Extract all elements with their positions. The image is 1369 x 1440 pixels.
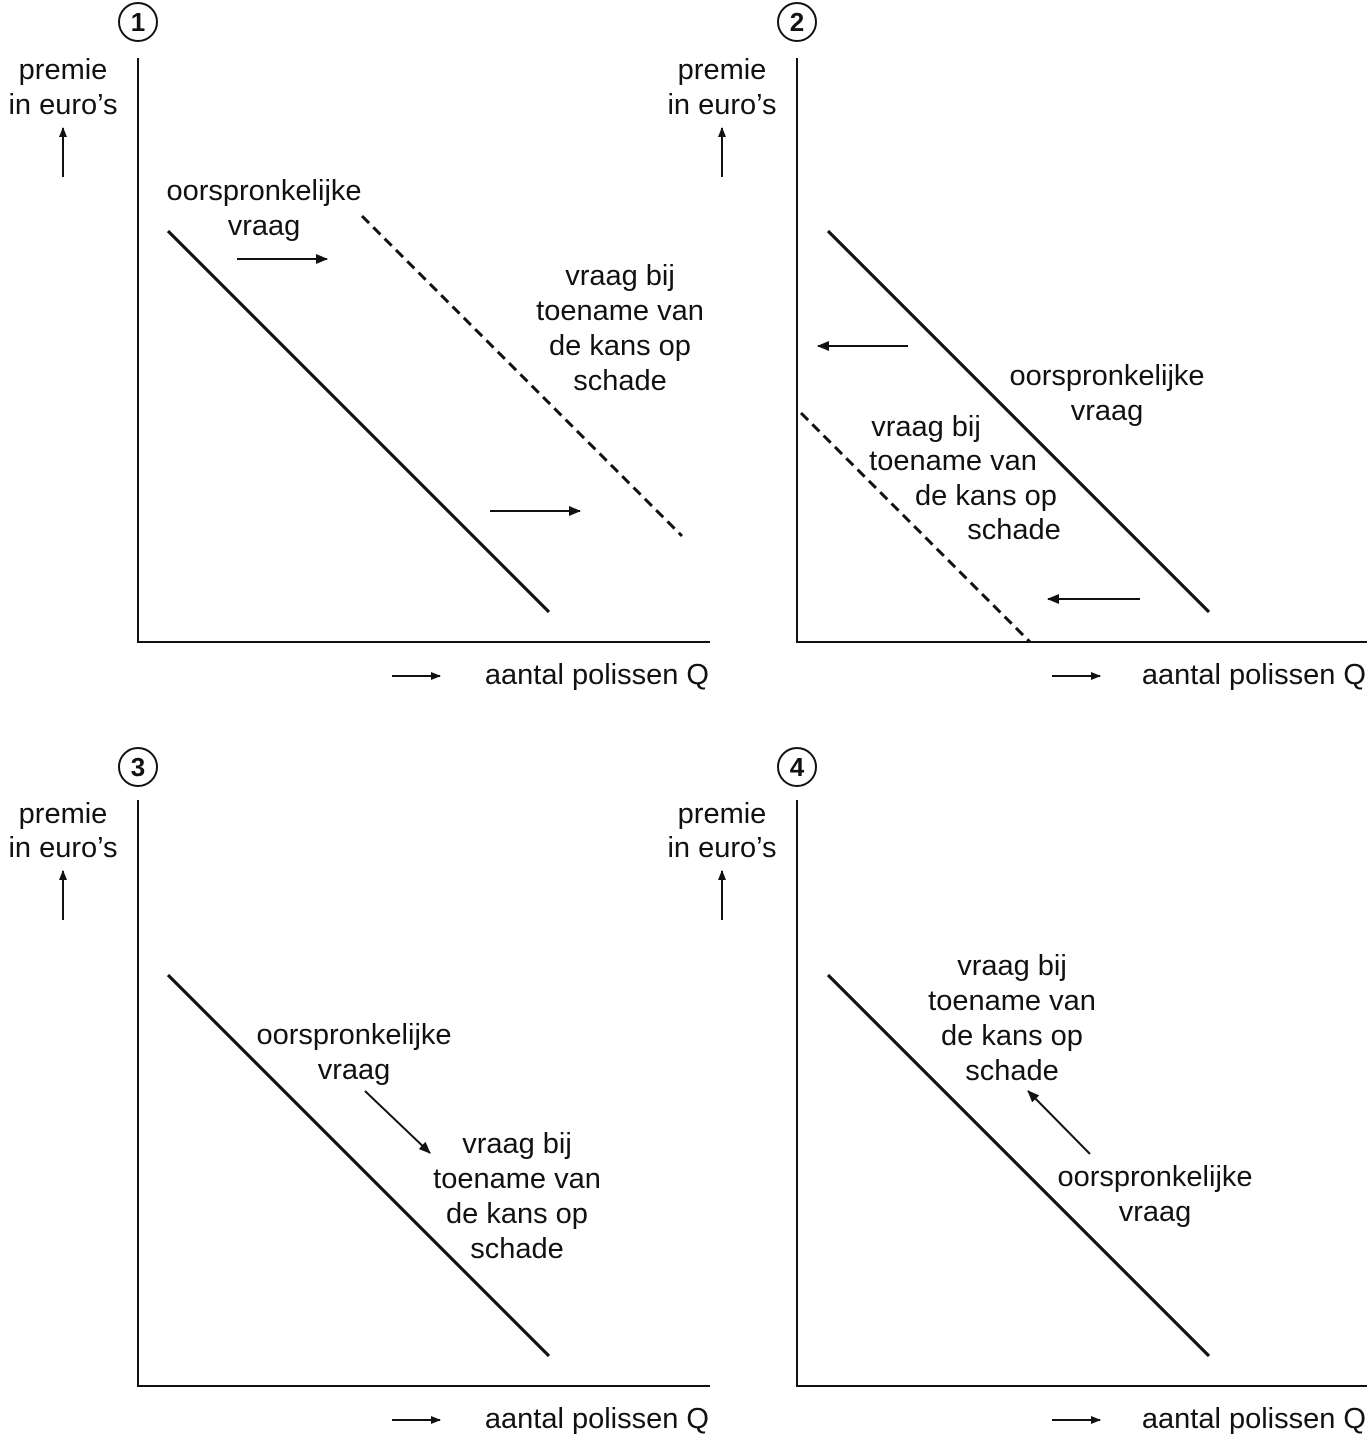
- panel-3-new-label-line-3: de kans op: [446, 1198, 588, 1230]
- panel-1-number-badge: [118, 2, 158, 42]
- panel-1-original-demand-line: [166, 229, 551, 614]
- panel-1: 1 premie in euro’s aantal polissen Q oor…: [8, 2, 710, 691]
- panel-1-number: 1: [131, 7, 145, 37]
- panel-1-axes: [137, 58, 710, 643]
- panel-4-number-badge: [777, 747, 817, 787]
- panel-2: 2 premie in euro’s aantal polissen Q oor…: [667, 2, 1367, 691]
- panel-2-new-label-line-2: toename van: [869, 445, 1037, 477]
- panel-2-new-label-line-3: de kans op: [915, 480, 1057, 512]
- panel-4-demand-line: [826, 973, 1211, 1358]
- panel-1-new-label-line-1: vraag bij: [565, 260, 675, 292]
- panel-1-new-label-line-2: toename van: [536, 295, 704, 327]
- panel-2-y-axis-label-line-1: premie: [678, 54, 767, 86]
- panel-3-number-badge: [118, 747, 158, 787]
- panel-2-x-axis-label: aantal polissen Q: [1142, 659, 1366, 691]
- panel-3-new-label-line-2: toename van: [433, 1163, 601, 1195]
- panel-4-new-label-line-2: toename van: [928, 985, 1096, 1017]
- panel-3-movement-arrow-icon: [364, 1090, 431, 1154]
- panel-4: 4 premie in euro’s aantal polissen Q vra…: [667, 747, 1367, 1435]
- panel-2-y-axis-label-line-2: in euro’s: [667, 89, 776, 121]
- panel-3-y-axis-label-line-2: in euro’s: [8, 832, 117, 864]
- panel-3-y-axis-label-line-1: premie: [19, 798, 108, 830]
- panel-2-axes: [796, 58, 1367, 643]
- panel-4-new-label-line-4: schade: [965, 1055, 1059, 1087]
- panel-1-original-label-line-1: oorspronkelijke: [166, 175, 361, 207]
- panel-4-original-label-line-2: vraag: [1119, 1196, 1192, 1228]
- panel-3-original-label-line-1: oorspronkelijke: [256, 1019, 451, 1051]
- panel-4-number: 4: [790, 752, 805, 782]
- panel-3-axes: [137, 800, 710, 1387]
- panel-1-y-axis-label-line-2: in euro’s: [8, 89, 117, 121]
- panel-3-demand-line: [166, 973, 551, 1358]
- panel-1-y-axis-label-line-1: premie: [19, 54, 108, 86]
- panel-4-x-axis-label: aantal polissen Q: [1142, 1403, 1366, 1435]
- panel-4-original-label-line-1: oorspronkelijke: [1057, 1161, 1252, 1193]
- panel-1-new-demand-line: [360, 214, 684, 538]
- panel-2-new-label-line-1: vraag bij: [871, 411, 981, 443]
- panel-3-new-label-line-4: schade: [470, 1233, 564, 1265]
- panel-3-original-label-line-2: vraag: [318, 1054, 391, 1086]
- panel-4-new-label-line-3: de kans op: [941, 1020, 1083, 1052]
- panel-4-new-label-line-1: vraag bij: [957, 950, 1067, 982]
- panel-2-new-label-line-4: schade: [967, 514, 1061, 546]
- panel-1-new-label-line-4: schade: [573, 365, 667, 397]
- panel-4-axes: [796, 800, 1367, 1387]
- panel-3-number: 3: [131, 752, 145, 782]
- panel-2-original-label-line-1: oorspronkelijke: [1009, 360, 1204, 392]
- panel-2-original-label-line-2: vraag: [1071, 395, 1144, 427]
- panel-3: 3 premie in euro’s aantal polissen Q oor…: [8, 747, 710, 1435]
- panel-1-new-label-line-3: de kans op: [549, 330, 691, 362]
- panel-1-x-axis-label: aantal polissen Q: [485, 659, 709, 691]
- panel-3-x-axis-label: aantal polissen Q: [485, 1403, 709, 1435]
- panel-2-new-demand-line: [799, 411, 1032, 644]
- panel-4-y-axis-label-line-2: in euro’s: [667, 832, 776, 864]
- panel-2-original-demand-line: [826, 229, 1211, 614]
- panel-4-movement-arrow-icon: [1027, 1090, 1091, 1155]
- panel-2-number-badge: [777, 2, 817, 42]
- panel-3-new-label-line-1: vraag bij: [462, 1128, 572, 1160]
- panel-4-y-axis-label-line-1: premie: [678, 798, 767, 830]
- panel-1-original-label-line-2: vraag: [228, 210, 301, 242]
- panel-2-number: 2: [790, 7, 804, 37]
